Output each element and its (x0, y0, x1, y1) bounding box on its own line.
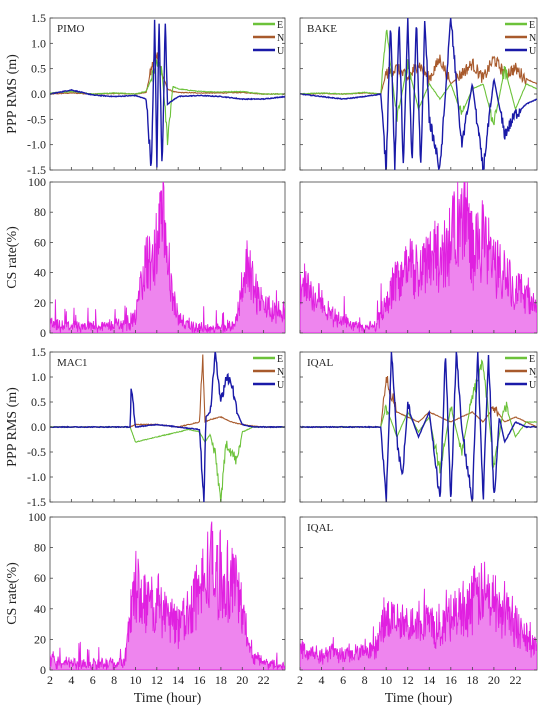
station-label: PIMO (57, 23, 85, 35)
legend-label-n: N (529, 33, 536, 44)
x-tick-label: 10 (380, 673, 392, 687)
y-tick-label: 40 (34, 266, 46, 280)
x-tick-label: 6 (340, 673, 346, 687)
series-u-line (300, 18, 537, 170)
legend-label-u: U (277, 380, 285, 391)
panel-mac1-ppp: 1.5 1.0 0.5 0.0 -0.5 -1.0 -1.5 MAC1 ENU PPP RMS (… (5, 345, 286, 509)
x-tick-label: 4 (319, 673, 325, 687)
series-e-line (50, 425, 285, 502)
y-tick-label: 100 (28, 510, 46, 524)
y-tick-label: 60 (34, 571, 46, 585)
panel-iqal-ppp: IQAL ENU (299, 351, 538, 503)
panel-bake-cs (299, 181, 538, 334)
legend-label-e: E (277, 354, 283, 365)
x-tick-label: 2 (47, 673, 53, 687)
y-tick-label: -1.5 (27, 163, 46, 177)
cs-rate-series (50, 521, 285, 670)
legend-label-u: U (529, 380, 537, 391)
series-u-line (50, 19, 285, 168)
legend-label-n: N (277, 33, 284, 44)
y-axis-label: PPP RMS (m) (5, 387, 20, 467)
x-tick-label: 6 (90, 673, 96, 687)
cs-rate-series (300, 182, 537, 333)
y-tick-label: 0.0 (31, 420, 46, 434)
x-tick-label: 10 (129, 673, 141, 687)
y-axis-label: CS rate(%) (5, 562, 20, 625)
x-tick-label: 20 (488, 673, 500, 687)
legend-label-n: N (277, 367, 284, 378)
x-tick-label: 16 (194, 673, 206, 687)
y-tick-label: 1.5 (31, 345, 46, 359)
panel-pimo-cs: 100 80 60 40 20 0 CS rate(%) (5, 175, 286, 340)
station-label: IQAL (307, 357, 334, 369)
y-tick-label: 20 (34, 632, 46, 646)
x-tick-label: 20 (236, 673, 248, 687)
y-tick-label: 20 (34, 296, 46, 310)
x-tick-label: 22 (509, 673, 521, 687)
panel-bake-ppp: BAKE ENU (299, 17, 538, 171)
panel-mac1-cs: 100 80 60 40 20 02 4 6 8 10 12 14 16 18 20 22 CS rate(%)… (5, 510, 286, 706)
legend-label-e: E (277, 20, 283, 31)
x-tick-label: 8 (362, 673, 368, 687)
x-tick-label: 2 (297, 673, 303, 687)
y-axis-label: PPP RMS (m) (5, 54, 20, 134)
y-tick-label: 60 (34, 235, 46, 249)
panel-iqal-cs: 2 4 6 8 10 12 14 16 18 20 22 IQAL Time (hour) (297, 516, 538, 706)
x-tick-label: 14 (423, 673, 435, 687)
y-tick-label: 40 (34, 602, 46, 616)
legend-label-u: U (277, 46, 285, 57)
legend-label-u: U (529, 46, 537, 57)
y-tick-label: -1.0 (27, 470, 46, 484)
y-tick-label: -1.5 (27, 495, 46, 509)
series-u-line (300, 352, 537, 502)
y-tick-label: -1.0 (27, 138, 46, 152)
x-axis-label: Time (hour) (134, 691, 202, 706)
y-tick-label: 80 (34, 541, 46, 555)
station-label: BAKE (307, 23, 337, 35)
x-tick-label: 8 (111, 673, 117, 687)
x-axis-label: Time (hour) (385, 691, 453, 706)
x-tick-label: 12 (402, 673, 414, 687)
station-label: IQAL (307, 522, 334, 534)
y-tick-label: 1.0 (31, 370, 46, 384)
y-tick-label: -0.5 (27, 112, 46, 126)
station-label: MAC1 (57, 357, 88, 369)
y-tick-label: 1.5 (31, 11, 46, 25)
legend-label-e: E (529, 20, 535, 31)
x-tick-label: 4 (68, 673, 74, 687)
y-tick-label: 0.0 (31, 87, 46, 101)
y-tick-label: 0 (40, 663, 46, 677)
y-tick-label: 80 (34, 205, 46, 219)
legend-label-n: N (529, 367, 536, 378)
x-tick-label: 22 (258, 673, 270, 687)
y-axis-label: CS rate(%) (5, 226, 20, 289)
x-tick-label: 12 (151, 673, 163, 687)
y-tick-label: 0.5 (31, 395, 46, 409)
series-u-line (50, 352, 285, 502)
panel-pimo-ppp: 1.5 1.0 0.5 0.0 -0.5 -1.0 -1.5 PIMO ENU PPP RMS (… (5, 11, 286, 177)
cs-rate-series (50, 182, 285, 333)
x-tick-label: 18 (215, 673, 227, 687)
legend-label-e: E (529, 354, 535, 365)
y-tick-label: 100 (28, 175, 46, 189)
y-tick-label: 0.5 (31, 62, 46, 76)
y-tick-label: 0 (40, 326, 46, 340)
x-tick-label: 18 (466, 673, 478, 687)
x-tick-label: 14 (172, 673, 184, 687)
x-tick-label: 16 (445, 673, 457, 687)
y-tick-label: 1.0 (31, 36, 46, 50)
y-tick-label: -0.5 (27, 445, 46, 459)
cs-rate-series (300, 561, 537, 670)
